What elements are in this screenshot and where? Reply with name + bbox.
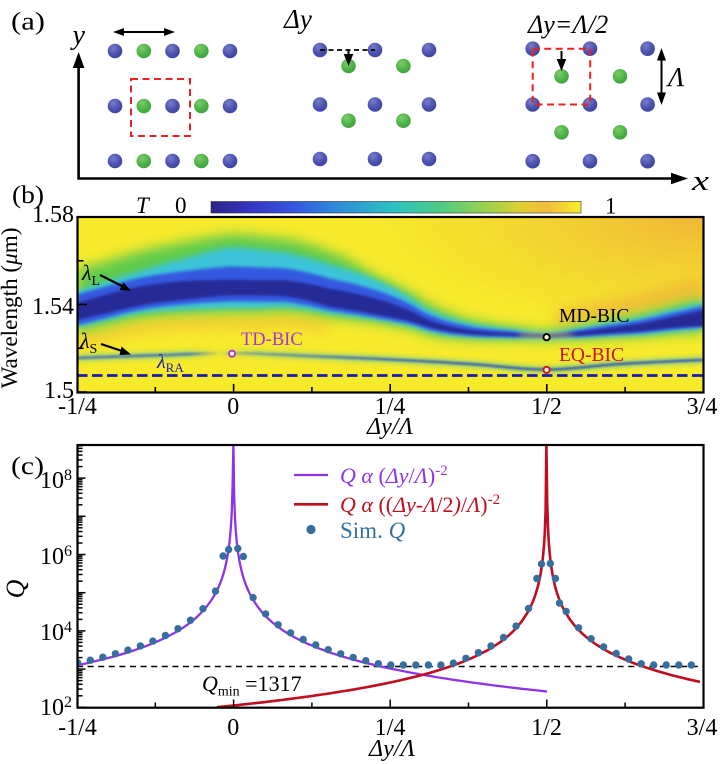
svg-text:-1/4: -1/4 [58,394,97,420]
svg-text:y: y [70,20,86,51]
svg-text:Δy=Λ/2: Δy=Λ/2 [527,10,608,39]
svg-text:Λ: Λ [665,62,685,92]
svg-text:TD-BIC: TD-BIC [241,330,303,350]
svg-text:1.58: 1.58 [32,202,74,228]
svg-text:EQ-BIC: EQ-BIC [559,345,624,366]
svg-text:3/4: 3/4 [687,394,718,420]
svg-text:Sim. Q: Sim. Q [340,518,406,543]
svg-text:3/4: 3/4 [687,715,718,741]
svg-text:104: 104 [40,619,72,646]
svg-text:Q α ((Δy-Λ/2)/Λ)-2: Q α ((Δy-Λ/2)/Λ)-2 [340,492,500,517]
svg-text:1.5: 1.5 [44,378,74,404]
svg-text:x: x [691,165,709,197]
svg-text:T: T [136,193,151,218]
svg-text:106: 106 [40,543,72,570]
svg-text:1/4: 1/4 [375,394,406,420]
svg-text:Q α (Δy/Λ)-2: Q α (Δy/Λ)-2 [340,463,448,488]
svg-text:-1/4: -1/4 [58,715,97,741]
svg-text:1/2: 1/2 [531,394,562,420]
svg-text:(c): (c) [11,453,44,480]
svg-text:Wavelength (μm): Wavelength (μm) [0,228,22,389]
svg-text:(a): (a) [11,9,45,36]
svg-text:1/4: 1/4 [375,715,406,741]
svg-text:1.54: 1.54 [32,294,74,320]
svg-text:1/2: 1/2 [531,715,562,741]
svg-text:0: 0 [227,394,239,420]
svg-text:0: 0 [227,715,239,741]
svg-text:1: 1 [605,194,617,219]
svg-text:108: 108 [40,467,72,494]
svg-text:Qmin =1317: Qmin =1317 [202,671,302,700]
svg-text:MD-BIC: MD-BIC [559,306,629,327]
svg-text:(b): (b) [12,182,44,209]
svg-text:Δy: Δy [283,4,312,34]
svg-text:0: 0 [175,193,187,218]
svg-text:Δy/Λ: Δy/Λ [368,736,415,762]
svg-text:Δy/Λ: Δy/Λ [366,414,413,440]
svg-text:Q: Q [1,579,30,598]
